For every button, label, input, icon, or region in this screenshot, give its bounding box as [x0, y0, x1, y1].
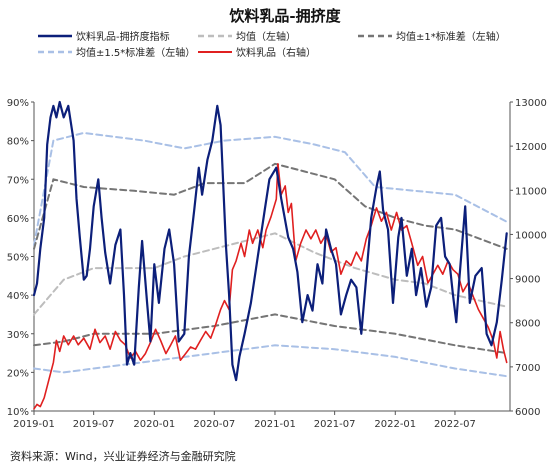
legend-label-band15: 均值±1.5*标准差（左轴） [76, 46, 195, 59]
x-tick-label: 2020-01 [133, 419, 175, 430]
left-tick-label: 20% [7, 368, 29, 379]
left-tick-label: 80% [7, 137, 29, 148]
x-tick-label: 2019-07 [73, 419, 115, 430]
legend-label-crowding: 饮料乳品-拥挤度指标 [76, 30, 170, 43]
chart-title: 饮料乳品-拥挤度 [228, 7, 341, 25]
right-tick-label: 10000 [515, 230, 547, 241]
series-line-index [33, 163, 508, 410]
right-tick-label: 13000 [515, 98, 547, 109]
right-tick-label: 6000 [515, 407, 540, 418]
left-tick-label: 40% [7, 291, 29, 302]
legend-label-band1: 均值±1*标准差（左轴） [396, 30, 506, 43]
right-tick-label: 7000 [515, 363, 540, 374]
legend: 饮料乳品-拥挤度指标 均值（左轴） 均值±1*标准差（左轴） 均值±1.5*标准差（左… [38, 30, 506, 59]
legend-label-index: 饮料乳品（右轴） [236, 46, 316, 59]
x-tick-label: 2022-07 [434, 419, 476, 430]
x-tick-label: 2020-07 [193, 419, 235, 430]
left-tick-label: 10% [7, 407, 29, 418]
x-tick-label: 2022-01 [374, 419, 416, 430]
series-line-band15-lower [33, 344, 508, 378]
right-tick-label: 12000 [515, 142, 547, 153]
left-tick-label: 70% [7, 175, 29, 186]
left-tick-label: 60% [7, 214, 29, 225]
x-tick-label: 2019-01 [13, 419, 55, 430]
left-tick-label: 50% [7, 253, 29, 264]
series-line-crowding [32, 100, 508, 382]
right-tick-label: 9000 [515, 275, 540, 286]
series-line-mean [33, 232, 508, 316]
series-line-band15-upper [33, 131, 508, 246]
legend-label-mean: 均值（左轴） [236, 30, 296, 43]
left-tick-label: 30% [7, 330, 29, 341]
left-tick-label: 90% [7, 98, 29, 109]
series-line-band1-upper [33, 162, 508, 250]
source-note: 资料来源：Wind，兴业证券经济与金融研究院 [10, 449, 236, 463]
x-tick-label: 2021-01 [254, 419, 296, 430]
right-tick-label: 11000 [515, 186, 547, 197]
x-tick-label: 2021-07 [314, 419, 356, 430]
series-line-band1-lower [33, 313, 508, 355]
plot-area: 10% 20% 30% 40% 50% 60% 70% 80% 90% 6000 7000 8000 9… [7, 98, 547, 430]
right-tick-label: 8000 [515, 319, 540, 330]
